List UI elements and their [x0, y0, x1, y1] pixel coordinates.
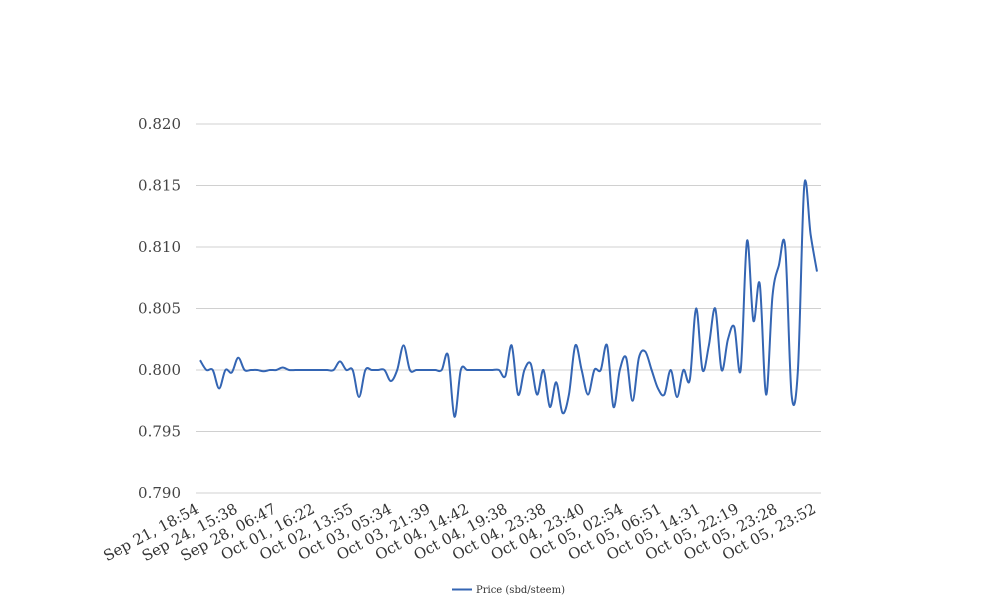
y-axis-tick-labels: 0.790 0.795 0.800 0.805 0.810 0.815 0.820 [138, 115, 181, 502]
legend-label: Price (sbd/steem) [476, 585, 565, 596]
y-tick-label: 0.790 [138, 484, 181, 502]
gridlines [196, 123, 821, 494]
y-tick-label: 0.810 [138, 238, 181, 256]
y-tick-label: 0.805 [138, 300, 181, 318]
y-tick-label: 0.820 [138, 115, 181, 133]
y-tick-label: 0.800 [138, 361, 181, 379]
series-line [199, 179, 818, 418]
y-tick-label: 0.795 [138, 423, 181, 441]
series-lines [199, 179, 818, 418]
y-tick-label: 0.815 [138, 177, 181, 195]
legend: Price (sbd/steem) [452, 585, 565, 596]
